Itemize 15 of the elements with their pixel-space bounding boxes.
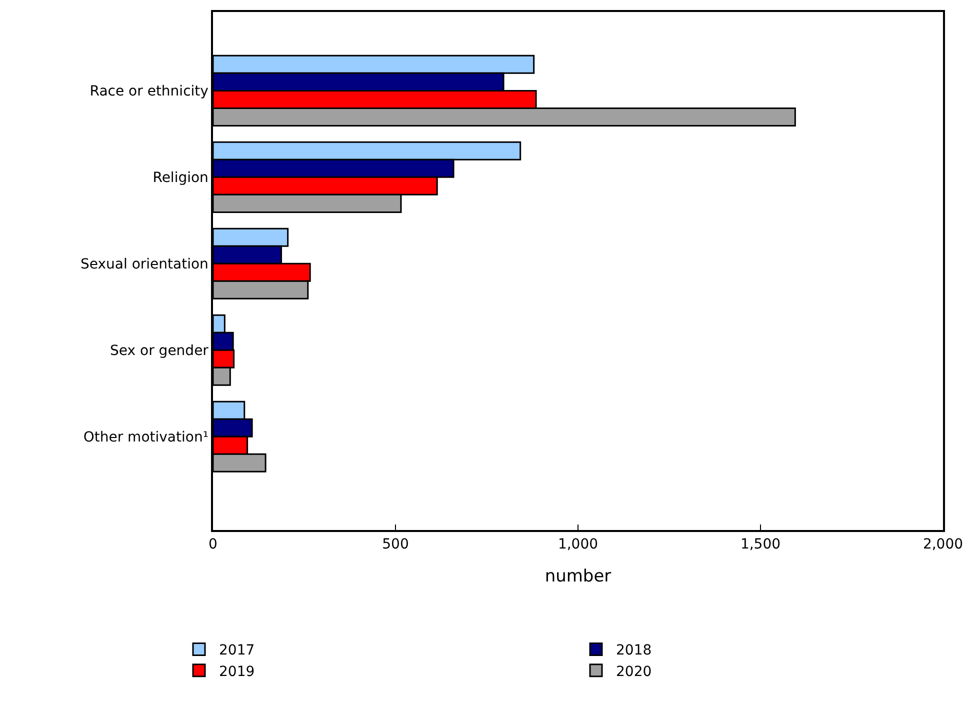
x-tick-label: 1,000 [558, 536, 598, 553]
y-tick-label: Sexual orientation [80, 256, 208, 273]
legend-label: 2018 [616, 642, 652, 659]
x-axis-title: number [544, 566, 612, 586]
legend-label: 2020 [616, 664, 652, 680]
x-tick-label: 1,500 [740, 536, 781, 553]
y-tick-label: Other motivation¹ [83, 430, 208, 446]
y-tick-label: Race or ethnicity [90, 84, 208, 100]
y-tick-label: Sex or gender [110, 343, 209, 360]
y-tick-label: Religion [152, 170, 208, 186]
x-tick-label: 500 [382, 536, 409, 553]
legend-label: 2017 [219, 642, 255, 659]
legend-label: 2019 [219, 664, 255, 680]
x-tick-label: 0 [208, 536, 218, 553]
x-tick-label: 2,000 [922, 536, 964, 553]
